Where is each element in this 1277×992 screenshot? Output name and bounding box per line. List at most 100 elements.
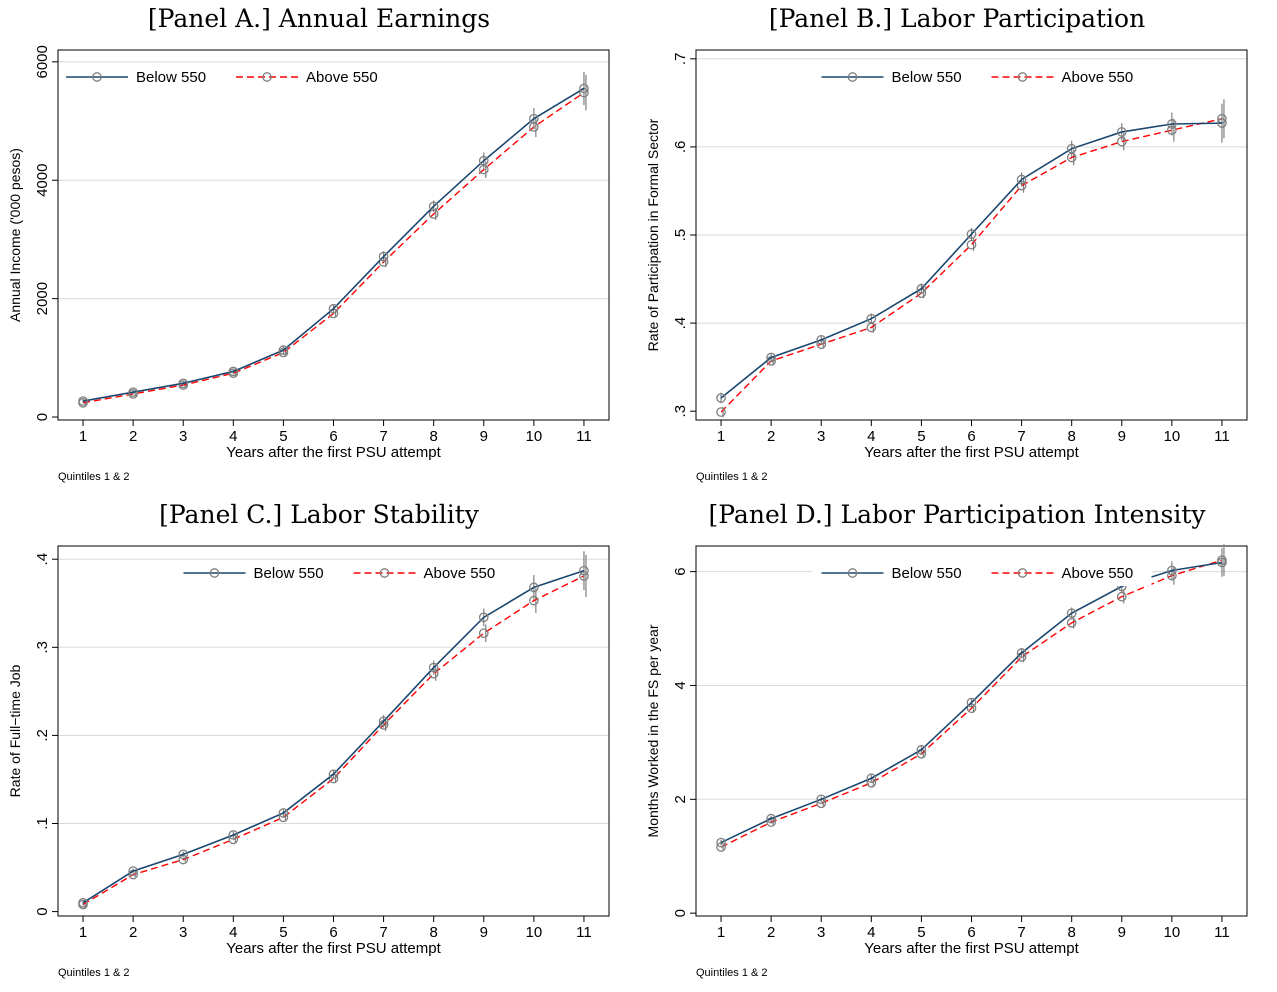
- y-tick-label: .3: [672, 405, 689, 418]
- y-tick-label: .5: [672, 229, 689, 242]
- data-point: [916, 744, 927, 755]
- data-point: [1167, 565, 1177, 576]
- chart-panel-a: 0 2000 4000 6000 Annual Income ('000 pesos) 1…: [7, 45, 610, 483]
- x-tick-label: 6: [329, 924, 337, 941]
- data-point: [966, 229, 977, 239]
- y-tick-label: 6000: [34, 45, 51, 78]
- x-tick-label: 10: [526, 428, 543, 445]
- panel-a: [Panel A.] Annual Earnings 0 2000 4000 6000…: [0, 0, 638, 496]
- series-line: [82, 87, 585, 402]
- y-tick-label: .1: [34, 817, 51, 830]
- data-point: [816, 334, 827, 345]
- y-tick-label: .3: [34, 641, 51, 654]
- x-tick-label: 3: [179, 924, 187, 941]
- series-line: [720, 561, 1223, 844]
- x-tick-label: 5: [279, 924, 287, 941]
- data-point: [816, 794, 827, 805]
- series-line: [720, 118, 1223, 413]
- data-point: [716, 407, 726, 417]
- data-point: [1217, 118, 1227, 128]
- y-tick-label: 0: [34, 413, 51, 421]
- x-tick-label: 8: [430, 924, 438, 941]
- data-point: [478, 155, 489, 166]
- x-tick-label: 9: [1118, 428, 1126, 445]
- legend-label-above: Above 550: [1062, 565, 1134, 582]
- legend-marker-above: [1017, 72, 1028, 82]
- data-point: [128, 866, 138, 876]
- panel-title: [Panel A.] Annual Earnings: [147, 4, 491, 33]
- y-axis-label: Rate of Participation in Formal Sector: [645, 118, 661, 351]
- data-point: [78, 897, 88, 908]
- chart-panel-b: .3 .4 .5 .6 .7 Rate of Participation in Forma…: [645, 49, 1248, 483]
- footnote: Quintiles 1 & 2: [696, 471, 768, 483]
- data-point: [1167, 119, 1177, 129]
- y-tick-label: .6: [672, 141, 689, 154]
- data-point: [866, 313, 877, 324]
- x-tick-label: 1: [717, 428, 725, 445]
- series-line: [720, 559, 1223, 848]
- x-tick-label: 7: [1017, 924, 1025, 941]
- data-point: [278, 808, 289, 818]
- data-point: [529, 113, 539, 124]
- chart-panel-c: 0 .1 .2 .3 .4 Rate of Full−time Job 1 2 3 4 5 6 7 8 9 1…: [7, 545, 610, 979]
- data-point: [529, 582, 539, 593]
- x-tick-label: 7: [1017, 428, 1025, 445]
- data-point: [1066, 143, 1077, 154]
- data-point: [478, 628, 489, 639]
- legend-marker-below: [209, 568, 220, 578]
- x-tick-label: 8: [430, 428, 438, 445]
- data-point: [328, 769, 339, 780]
- data-point: [328, 303, 339, 314]
- series-line: [82, 575, 585, 906]
- x-tick-label: 11: [576, 924, 592, 941]
- data-point: [1116, 127, 1127, 137]
- x-tick-label: 11: [1214, 924, 1230, 941]
- y-tick-label: 0: [34, 907, 51, 915]
- x-tick-label: 5: [917, 428, 925, 445]
- x-axis-label: Years after the first PSU attempt: [864, 444, 1079, 461]
- y-tick-label: 4000: [34, 164, 51, 197]
- data-point: [178, 849, 189, 860]
- x-tick-label: 7: [379, 924, 387, 941]
- x-tick-label: 2: [129, 924, 137, 941]
- data-point: [966, 697, 977, 708]
- x-tick-label: 10: [1164, 428, 1181, 445]
- y-tick-label: 0: [672, 909, 689, 917]
- series-line: [82, 569, 585, 904]
- data-point: [966, 239, 977, 250]
- data-point: [128, 387, 138, 398]
- x-tick-label: 11: [1214, 428, 1230, 445]
- x-tick-label: 10: [1164, 924, 1181, 941]
- x-tick-label: 2: [767, 924, 775, 941]
- x-tick-label: 5: [279, 428, 287, 445]
- panel-b: [Panel B.] Labor Participation .3 .4 .5 .6.…: [638, 0, 1276, 496]
- x-tick-label: 2: [129, 428, 137, 445]
- footnote: Quintiles 1 & 2: [58, 967, 130, 979]
- legend-marker-above: [379, 568, 390, 578]
- x-tick-label: 8: [1068, 924, 1076, 941]
- legend-marker-below: [92, 72, 102, 82]
- data-point: [428, 201, 439, 212]
- legend-marker-below: [847, 568, 858, 578]
- plot-frame: [57, 49, 610, 421]
- plot-frame: [57, 545, 610, 917]
- data-point: [428, 662, 439, 673]
- x-tick-label: 2: [767, 428, 775, 445]
- legend-marker-above: [262, 72, 272, 82]
- x-tick-label: 9: [1118, 924, 1126, 941]
- x-tick-label: 1: [79, 428, 87, 445]
- x-tick-label: 4: [867, 428, 875, 445]
- panel-title: [Panel C.] Labor Stability: [159, 500, 479, 529]
- data-point: [228, 830, 239, 840]
- data-point: [1016, 174, 1027, 185]
- data-point: [78, 396, 88, 406]
- x-tick-label: 6: [329, 428, 337, 445]
- legend-label-below: Below 550: [254, 565, 324, 582]
- footnote: Quintiles 1 & 2: [58, 471, 130, 483]
- footnote: Quintiles 1 & 2: [696, 967, 768, 979]
- chart-panel-d: 0 2 4 6 Months Worked in the FS per year 1 2 3 4…: [645, 544, 1248, 979]
- x-tick-label: 8: [1068, 428, 1076, 445]
- panel-title: [Panel D.] Labor Participation Intensity: [708, 500, 1206, 529]
- data-point: [278, 345, 289, 355]
- x-tick-label: 9: [480, 924, 488, 941]
